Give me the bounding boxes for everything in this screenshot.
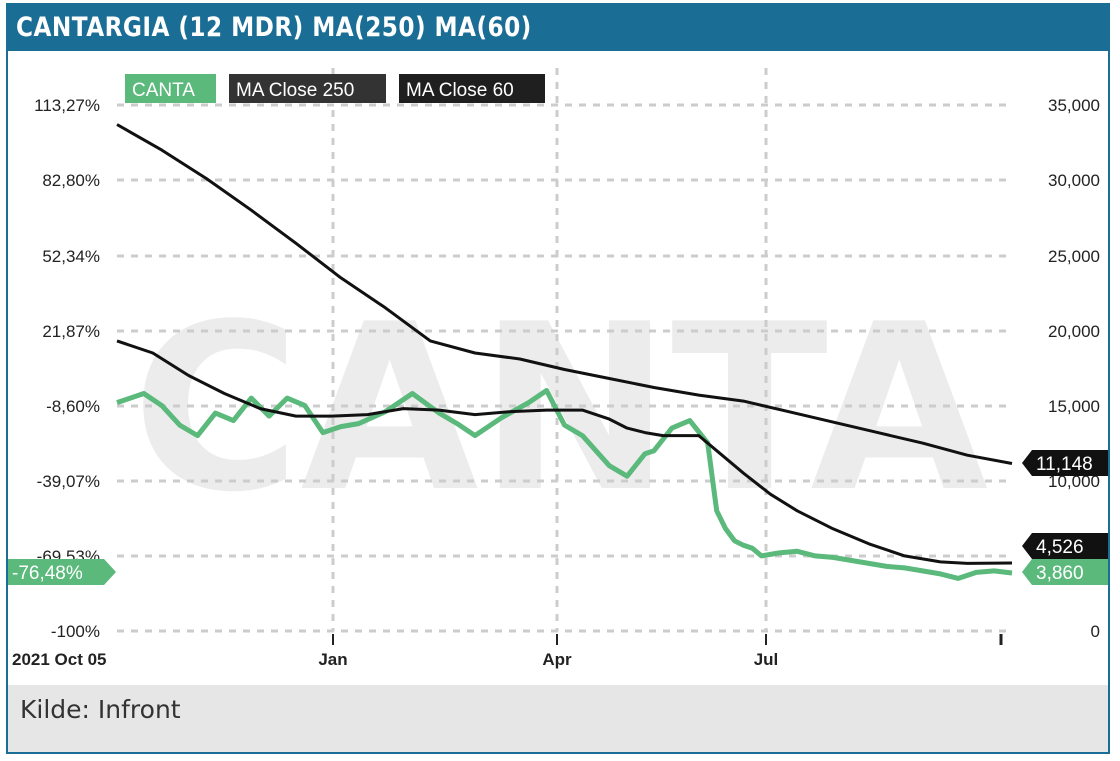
last-pct-canta: -76,48% <box>12 563 83 584</box>
last-value-ma250-bg <box>1022 450 1108 476</box>
last-value-canta-bg <box>1022 559 1108 585</box>
y-left-tick-label: 21,87% <box>42 322 100 341</box>
y-left-tick-label: 113,27% <box>34 96 100 115</box>
series-line-ma-close-60 <box>116 339 1013 565</box>
y-right-tick-label: 25,000 <box>1048 247 1100 266</box>
last-value-ma60: 4,526 <box>1036 537 1084 558</box>
series-line-canta <box>116 388 1013 581</box>
last-pct-canta-bg <box>8 559 116 585</box>
y-right-tick-label: 0 <box>1091 622 1100 641</box>
series-line-ma-close-250 <box>116 123 1013 465</box>
x-start-label: 2021 Oct 05 <box>12 650 107 669</box>
y-left-tick-label: -100% <box>51 622 100 641</box>
x-tick-label: Jan <box>318 650 347 669</box>
y-right-tick-label: 20,000 <box>1048 322 1100 341</box>
axes: 113,27% 35,000 82,80% 30,000 52,34% 25,000 21,… <box>12 96 1100 669</box>
chart-header: CANTARGIA (12 MDR) MA(250) MA(60) <box>8 5 1108 51</box>
legend-swatch <box>125 74 216 103</box>
source-footer: Kilde: Infront <box>8 685 1108 752</box>
y-right-tick-label: 15,000 <box>1048 397 1100 416</box>
legend-entry: MA Close 60 <box>406 80 514 101</box>
chart-title: CANTARGIA (12 MDR) MA(250) MA(60) <box>16 12 532 43</box>
legend-swatch <box>229 74 386 103</box>
source-label: Kilde: Infront <box>20 695 181 724</box>
y-left-tick-label: -39,07% <box>37 472 100 491</box>
y-right-tick-label: 35,000 <box>1048 96 1100 115</box>
x-tick-label: Apr <box>542 650 572 669</box>
last-value-ma60-bg <box>1022 533 1108 559</box>
y-left-tick-label: 82,80% <box>42 171 100 190</box>
legend: CANTA MA Close 250 MA Close 60 <box>125 74 545 103</box>
last-value-canta: 3,860 <box>1036 563 1084 584</box>
y-right-tick-label: 30,000 <box>1048 171 1100 190</box>
gridlines <box>117 68 1012 633</box>
y-right-tick-label: 10,000 <box>1048 472 1100 491</box>
last-value-tags: 11,148 4,526 3,860 -76,48% <box>8 450 1108 585</box>
y-left-tick-label: -8,60% <box>46 397 100 416</box>
x-tick-label: Jul <box>754 650 779 669</box>
series-lines <box>116 123 1013 581</box>
legend-swatch <box>399 74 545 103</box>
last-value-ma250: 11,148 <box>1036 454 1093 475</box>
y-left-tick-label: 52,34% <box>42 247 100 266</box>
legend-entry: CANTA <box>132 80 195 101</box>
legend-entry: MA Close 250 <box>236 80 354 101</box>
